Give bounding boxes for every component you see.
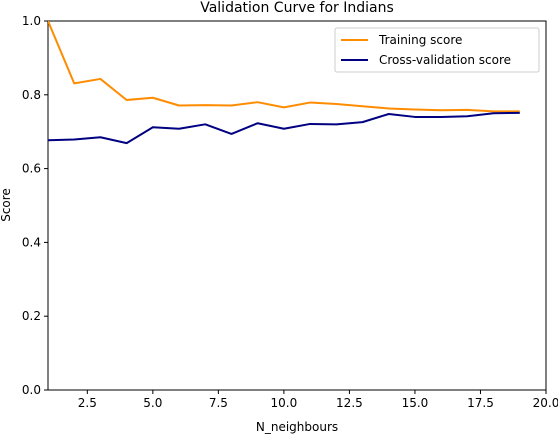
legend-box [334, 27, 540, 73]
x-tick-label: 7.5 [209, 396, 228, 410]
y-axis-ticks: 0.0 0.2 0.4 0.6 0.8 1.0 [22, 14, 48, 397]
plot-area [47, 20, 547, 391]
y-tick-label: 0.4 [22, 235, 41, 249]
y-tick-label: 0.6 [22, 162, 41, 176]
x-tick-label: 10.0 [271, 396, 298, 410]
x-tick-label: 20.0 [533, 396, 558, 410]
y-tick-label: 0.8 [22, 88, 41, 102]
x-tick-label: 17.5 [467, 396, 494, 410]
legend-label-1: Cross-validation score [379, 53, 511, 67]
chart-title: Validation Curve for Indians [200, 0, 394, 16]
series-line-1 [48, 111, 520, 145]
series-line-0 [48, 21, 520, 113]
x-tick-label: 2.5 [78, 396, 97, 410]
y-axis-label: Score [0, 188, 13, 222]
y-tick-label: 1.0 [22, 14, 41, 28]
plot-frame [47, 20, 547, 391]
x-axis-label: N_neighbours [256, 420, 338, 434]
x-tick-label: 15.0 [402, 396, 429, 410]
x-tick-label: 5.0 [143, 396, 162, 410]
legend: Training score Cross-validation score [334, 27, 540, 73]
y-tick-label: 0.2 [22, 309, 41, 323]
x-tick-label: 12.5 [336, 396, 363, 410]
y-tick-label: 0.0 [22, 383, 41, 397]
x-axis-ticks: 2.5 5.0 7.5 10.0 12.5 15.0 17.5 20.0 [78, 390, 558, 410]
legend-label-0: Training score [378, 33, 462, 47]
series-lines [48, 21, 520, 145]
